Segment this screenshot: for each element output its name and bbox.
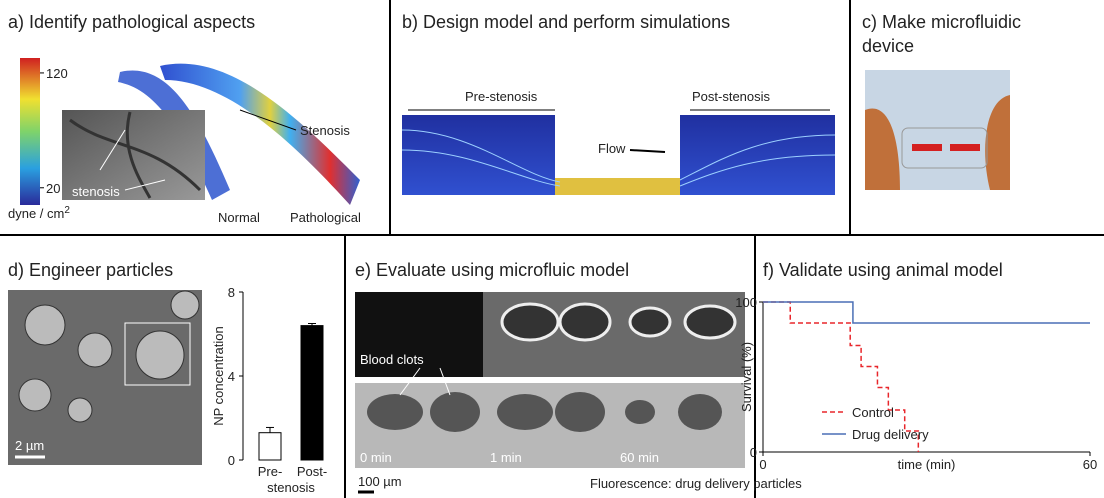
vessel-label: Pathological [290,210,361,225]
time-label: 0 min [360,450,392,465]
scale-label: 100 µm [358,474,402,489]
channel [950,144,980,151]
channel [912,144,942,151]
y-tick-label: 100 [735,295,757,310]
bar [259,433,281,460]
legend-label: Drug delivery [852,427,929,442]
x-tick-label: Post- [297,464,327,479]
y-tick-label: 8 [228,285,235,300]
y-tick-label: 0 [228,453,235,468]
time-label: 1 min [490,450,522,465]
y-tick-label: 0 [750,445,757,460]
channel [555,178,680,195]
y-axis-label: Survival (%) [739,342,754,412]
colorbar [20,58,40,205]
colorbar-tick-label: 120 [46,66,68,81]
pre-chamber [402,115,555,195]
x-axis-label: stenosis [267,480,315,495]
label: Pre-stenosis [465,89,538,104]
panel-title: b) Design model and perform simulations [402,12,730,32]
label: Blood clots [360,352,424,367]
caption: Fluorescence: drug delivery particles [590,476,802,491]
panel-title: c) Make microfluidic [862,12,1021,32]
scale-label: 2 µm [15,438,44,453]
legend-label: Control [852,405,894,420]
panel-title: device [862,36,914,56]
x-tick-label: 60 [1083,457,1097,472]
x-axis-label: time (min) [898,457,956,472]
figure: a) Identify pathological aspects 120 20 d… [0,0,1104,498]
label: Post-stenosis [692,89,771,104]
inset-label: stenosis [72,184,120,199]
panel-title: a) Identify pathological aspects [8,12,255,32]
x-tick-label: 0 [759,457,766,472]
y-axis-label: NP concentration [211,326,226,426]
colorbar-tick-label: 20 [46,181,60,196]
y-tick-label: 4 [228,369,235,384]
vessel-label: Normal [218,210,260,225]
survival-line [763,302,1090,323]
panel-title: d) Engineer particles [8,260,173,280]
arrow [630,150,665,152]
vessel-label: Stenosis [300,123,350,138]
colorbar-unit: dyne / cm2 [8,205,70,221]
x-tick-label: Pre- [258,464,283,479]
panel-title: f) Validate using animal model [763,260,1003,280]
post-chamber [680,115,835,195]
panel-title: e) Evaluate using microfluic model [355,260,629,280]
bar [301,326,323,460]
label: Flow [598,141,626,156]
time-label: 60 min [620,450,659,465]
